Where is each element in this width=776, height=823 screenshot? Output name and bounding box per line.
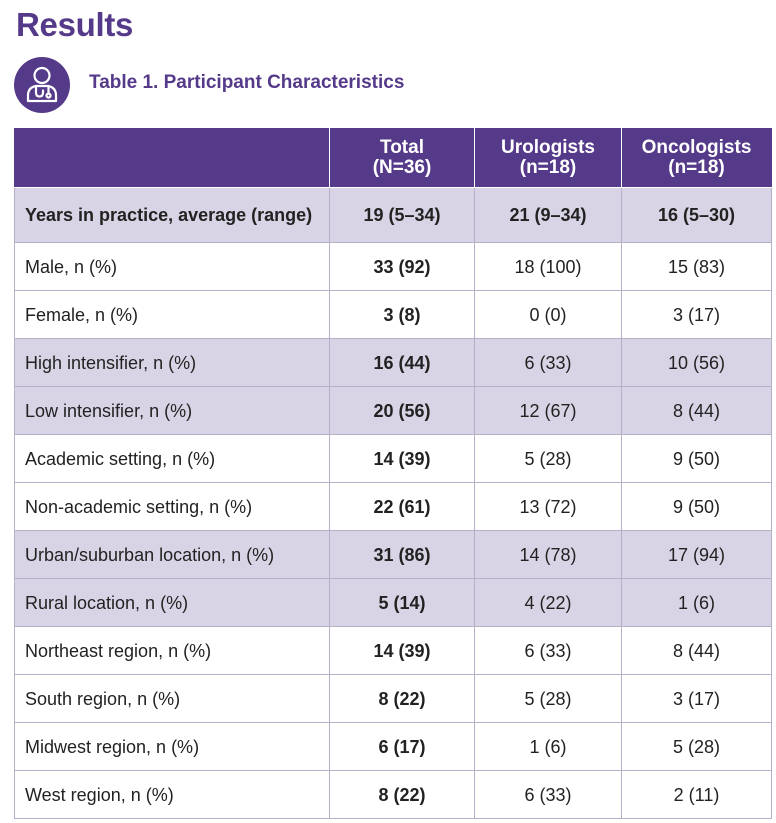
table-header: Total (N=36) Urologists (n=18) Oncologists (n…: [14, 128, 772, 188]
urologists-cell: 4 (22): [474, 578, 622, 627]
table-row: Rural location, n (%) 5 (14) 4 (22) 1 (6): [14, 578, 772, 627]
header-oncologists: Oncologists (n=18): [621, 128, 772, 188]
oncologists-cell: 1 (6): [621, 578, 772, 627]
total-cell: 19 (5–34): [329, 187, 475, 243]
oncologists-cell: 10 (56): [621, 338, 772, 387]
table-row: West region, n (%) 8 (22) 6 (33) 2 (11): [14, 770, 772, 819]
row-label: South region, n (%): [14, 674, 330, 723]
total-cell: 31 (86): [329, 530, 475, 579]
header-total: Total (N=36): [329, 128, 475, 188]
row-label: West region, n (%): [14, 770, 330, 819]
table-row: Years in practice, average (range) 19 (5–…: [14, 187, 772, 243]
header-row: Total (N=36) Urologists (n=18) Oncologists (n…: [14, 128, 772, 188]
row-label: Midwest region, n (%): [14, 722, 330, 771]
row-label: Years in practice, average (range): [14, 187, 330, 243]
oncologists-cell: 8 (44): [621, 626, 772, 675]
total-cell: 6 (17): [329, 722, 475, 771]
oncologists-cell: 3 (17): [621, 674, 772, 723]
oncologists-cell: 3 (17): [621, 290, 772, 339]
urologists-cell: 5 (28): [474, 434, 622, 483]
urologists-cell: 18 (100): [474, 242, 622, 291]
oncologists-cell: 9 (50): [621, 482, 772, 531]
header-count: (n=18): [668, 157, 725, 178]
doctor-stethoscope-icon: [14, 57, 70, 113]
page-heading: Results: [16, 6, 134, 43]
row-label: Low intensifier, n (%): [14, 386, 330, 435]
oncologists-cell: 9 (50): [621, 434, 772, 483]
total-cell: 33 (92): [329, 242, 475, 291]
row-label: Rural location, n (%): [14, 578, 330, 627]
row-label: Female, n (%): [14, 290, 330, 339]
urologists-cell: 0 (0): [474, 290, 622, 339]
header-label: Oncologists: [641, 137, 752, 158]
urologists-cell: 6 (33): [474, 626, 622, 675]
table-row: Low intensifier, n (%) 20 (56) 12 (67) 8 (4…: [14, 386, 772, 435]
row-label: Northeast region, n (%): [14, 626, 330, 675]
table-row: South region, n (%) 8 (22) 5 (28) 3 (17): [14, 674, 772, 723]
header-label: Urologists: [501, 137, 595, 158]
urologists-cell: 12 (67): [474, 386, 622, 435]
urologists-cell: 1 (6): [474, 722, 622, 771]
table-row: Northeast region, n (%) 14 (39) 6 (33) 8 (4…: [14, 626, 772, 675]
row-label: High intensifier, n (%): [14, 338, 330, 387]
urologists-cell: 6 (33): [474, 338, 622, 387]
participant-characteristics-table: Total (N=36) Urologists (n=18) Oncologists (n…: [14, 128, 772, 819]
table-row: Midwest region, n (%) 6 (17) 1 (6) 5 (28): [14, 722, 772, 771]
row-label: Non-academic setting, n (%): [14, 482, 330, 531]
urologists-cell: 5 (28): [474, 674, 622, 723]
table-row: Male, n (%) 33 (92) 18 (100) 15 (83): [14, 242, 772, 291]
table-row: High intensifier, n (%) 16 (44) 6 (33) 10 (…: [14, 338, 772, 387]
urologists-cell: 21 (9–34): [474, 187, 622, 243]
table-row: Urban/suburban location, n (%) 31 (86) 14 …: [14, 530, 772, 579]
total-cell: 22 (61): [329, 482, 475, 531]
header-characteristic: [14, 128, 330, 188]
table-row: Academic setting, n (%) 14 (39) 5 (28) 9 (5…: [14, 434, 772, 483]
table-body: Years in practice, average (range) 19 (5–…: [14, 187, 772, 819]
oncologists-cell: 5 (28): [621, 722, 772, 771]
table-row: Non-academic setting, n (%) 22 (61) 13 (72…: [14, 482, 772, 531]
oncologists-cell: 2 (11): [621, 770, 772, 819]
oncologists-cell: 16 (5–30): [621, 187, 772, 243]
total-cell: 8 (22): [329, 674, 475, 723]
oncologists-cell: 17 (94): [621, 530, 772, 579]
total-cell: 20 (56): [329, 386, 475, 435]
table-caption: Table 1. Participant Characteristics: [89, 72, 405, 93]
urologists-cell: 14 (78): [474, 530, 622, 579]
header-count: (N=36): [372, 157, 432, 178]
row-label: Academic setting, n (%): [14, 434, 330, 483]
header-label: Total: [380, 137, 424, 158]
header-urologists: Urologists (n=18): [474, 128, 622, 188]
table-row: Female, n (%) 3 (8) 0 (0) 3 (17): [14, 290, 772, 339]
row-label: Urban/suburban location, n (%): [14, 530, 330, 579]
total-cell: 14 (39): [329, 434, 475, 483]
urologists-cell: 6 (33): [474, 770, 622, 819]
header-count: (n=18): [519, 157, 577, 178]
oncologists-cell: 15 (83): [621, 242, 772, 291]
total-cell: 8 (22): [329, 770, 475, 819]
row-label: Male, n (%): [14, 242, 330, 291]
total-cell: 14 (39): [329, 626, 475, 675]
total-cell: 5 (14): [329, 578, 475, 627]
total-cell: 16 (44): [329, 338, 475, 387]
oncologists-cell: 8 (44): [621, 386, 772, 435]
total-cell: 3 (8): [329, 290, 475, 339]
urologists-cell: 13 (72): [474, 482, 622, 531]
